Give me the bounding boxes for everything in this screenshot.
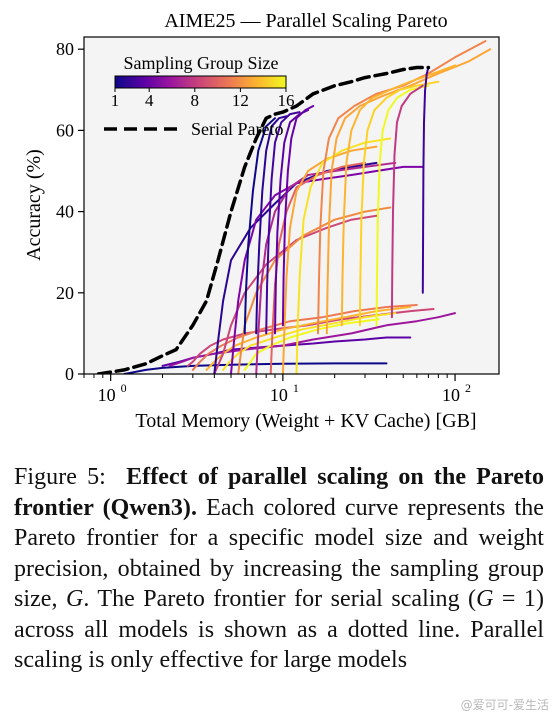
pareto-curve-11: [213, 161, 378, 374]
caption-text-2: . The Pareto frontier for serial scaling…: [83, 586, 477, 612]
pareto-curve-21: [281, 105, 315, 327]
pareto-curve-28: [421, 66, 430, 294]
colorbar-label: Sampling Group Size: [124, 53, 279, 73]
pareto-curve-16: [295, 137, 392, 374]
y-tick-label: 20: [56, 283, 74, 303]
pareto-curve-15: [281, 145, 378, 374]
figure-caption: Figure 5: Effect of parallel scaling on …: [14, 462, 544, 676]
x-tick-exponent: 2: [465, 381, 471, 395]
pareto-curve-25: [358, 80, 440, 327]
pareto-curve-23: [325, 48, 492, 335]
chart-figure: AIME25 — Parallel Scaling Pareto 0204060…: [23, 10, 500, 432]
y-tick-label: 40: [56, 202, 74, 222]
pareto-curve-18: [255, 115, 288, 335]
colorbar-tick-label: 4: [145, 91, 154, 110]
legend: Sampling Group Size 1 4 8 12 16 Serial Paret…: [104, 53, 295, 139]
colorbar: [114, 75, 287, 89]
colorbar-tick-label: 12: [232, 91, 249, 110]
caption-prefix: Figure 5:: [14, 464, 106, 490]
x-tick-exponent: 1: [293, 381, 299, 395]
x-tick-exponent: 0: [121, 381, 127, 395]
legend-serial-pareto-label: Serial Pareto: [191, 119, 283, 139]
pareto-curve-19: [265, 111, 301, 335]
caption-var-g2: G: [476, 586, 494, 612]
pareto-curve-27: [390, 84, 424, 319]
caption-var-g: G: [65, 586, 84, 612]
pareto-curve-10: [237, 206, 392, 374]
pareto-curve-8: [243, 318, 380, 371]
pareto-curve-24: [340, 64, 456, 327]
y-tick-label: 60: [56, 120, 74, 140]
caption-bold: Effect of parallel scaling on the Pareto…: [14, 464, 545, 521]
colorbar-tick-label: 1: [111, 91, 120, 110]
x-axis-label: Total Memory (Weight + KV Cache) [GB]: [135, 410, 476, 432]
serial-pareto-line: [96, 65, 431, 374]
pareto-curve-17: [243, 117, 276, 335]
colorbar-ticks: 1 4 8 12 16: [111, 88, 295, 110]
y-axis-label: Accuracy (%): [23, 149, 45, 261]
pareto-curve-26: [375, 84, 430, 327]
chart-title: AIME25 — Parallel Scaling Pareto: [164, 10, 447, 32]
colorbar-tick-label: 16: [278, 91, 295, 110]
plot-frame: [83, 36, 500, 375]
x-tick-label: 10: [442, 385, 460, 405]
pareto-curve-20: [274, 109, 309, 335]
curves-layer: [96, 40, 492, 374]
colorbar-tick-label: 8: [191, 91, 200, 110]
pareto-curve-13: [255, 161, 397, 374]
y-tick-label: 0: [65, 364, 74, 384]
pareto-curve-12: [230, 165, 424, 374]
pareto-curve-5: [191, 304, 418, 371]
caption-text-3: = 1) across all models is shown as a dot…: [14, 586, 545, 673]
watermark: @爱可可-爱生活: [460, 698, 549, 712]
caption-text-1: Each colored curve represents the Pareto…: [14, 494, 544, 613]
y-tick-label: 80: [56, 39, 74, 59]
pareto-curve-22: [317, 40, 487, 335]
x-tick-label: 10: [98, 385, 116, 405]
x-tick-label: 10: [270, 385, 288, 405]
